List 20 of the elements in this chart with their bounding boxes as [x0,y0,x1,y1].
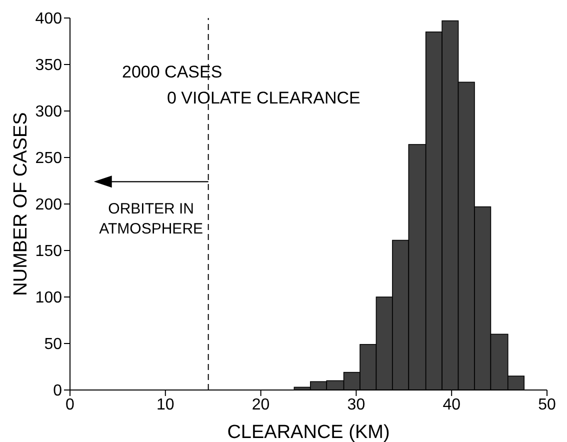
y-tick-label: 350 [35,57,62,74]
y-tick-label: 50 [44,336,62,354]
y-axis-title: NUMBER OF CASES [10,112,32,296]
y-tick-label: 250 [35,150,62,168]
ref-line-label: ORBITER IN ATMOSPHERE [99,200,204,238]
y-tick-label: 100 [35,290,62,307]
y-tick-label: 0 [53,382,62,400]
annotation: 0 VIOLATE CLEARANCE [167,88,360,108]
y-tick-label: 300 [35,104,62,121]
annotation: 2000 CASES [122,62,222,82]
y-tick-label: 200 [35,196,62,214]
x-tick-label: 10 [156,396,174,414]
y-tick-label: 400 [35,10,62,28]
x-tick-label: 0 [66,396,75,414]
y-tick-label: 150 [35,243,62,260]
x-tick-label: 30 [347,396,366,414]
x-tick-label: 50 [538,396,556,414]
x-axis-title: CLEARANCE (KM) [227,422,390,442]
x-tick-label: 40 [442,396,461,414]
x-tick-label: 20 [252,396,270,414]
